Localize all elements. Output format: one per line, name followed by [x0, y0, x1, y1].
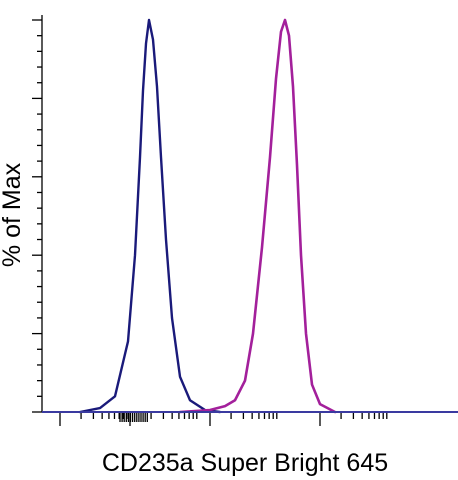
y-axis-title: % of Max: [0, 162, 26, 267]
series-line-magenta: [178, 18, 337, 414]
x-axis-ticks: [59, 412, 388, 426]
series-group: [42, 18, 458, 414]
series-line-blue: [78, 18, 222, 414]
y-axis-ticks: [32, 19, 42, 413]
x-axis-title: CD235a Super Bright 645: [102, 449, 388, 477]
